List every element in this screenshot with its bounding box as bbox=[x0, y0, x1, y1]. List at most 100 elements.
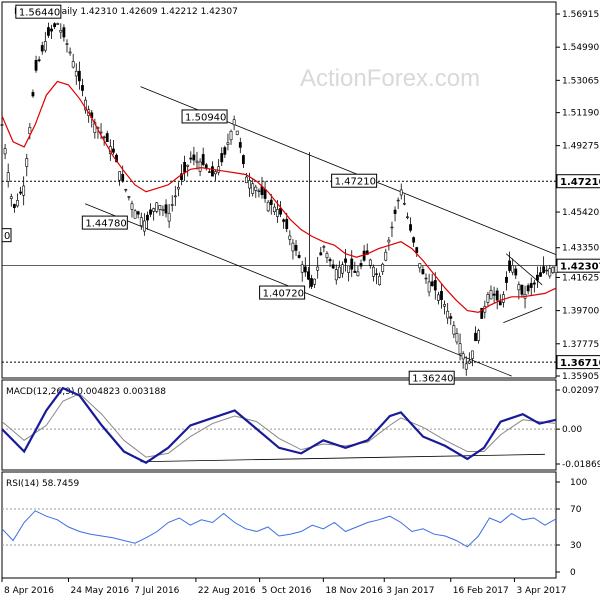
candle-body bbox=[393, 209, 397, 214]
candle-body bbox=[325, 253, 329, 258]
candle-body bbox=[146, 214, 149, 221]
candle-body bbox=[440, 290, 443, 300]
candle-body bbox=[294, 245, 298, 251]
candle-body bbox=[211, 166, 214, 177]
candle-body bbox=[285, 218, 289, 230]
candle-body bbox=[480, 307, 484, 319]
candle-body bbox=[421, 269, 425, 275]
rsi-tick-label: 100 bbox=[570, 478, 587, 488]
candle-body bbox=[371, 266, 375, 277]
candle-body bbox=[272, 206, 276, 212]
candle-body bbox=[12, 204, 16, 208]
candle-body bbox=[446, 310, 450, 319]
macd-signal-line bbox=[1, 393, 557, 458]
candle-body bbox=[158, 205, 162, 210]
price-tick-label: 1.51190 bbox=[562, 109, 599, 119]
macd-line bbox=[1, 386, 557, 464]
candle-body bbox=[396, 199, 400, 202]
candle-body bbox=[300, 264, 304, 273]
candle-body bbox=[214, 171, 217, 175]
candle-body bbox=[251, 183, 255, 194]
candle-body bbox=[124, 189, 128, 191]
candle-body bbox=[337, 266, 341, 278]
candle-body bbox=[235, 130, 239, 135]
candle-body bbox=[331, 264, 335, 269]
candle-body bbox=[198, 161, 202, 172]
annotation-text: 1.40720 bbox=[263, 289, 304, 300]
candle-body bbox=[501, 294, 505, 303]
candle-body bbox=[102, 136, 106, 138]
candle-body bbox=[136, 211, 140, 215]
candle-body bbox=[474, 332, 477, 342]
candle-body bbox=[266, 201, 270, 212]
x-tick-label: 16 Feb 2017 bbox=[453, 586, 509, 596]
candle-body bbox=[402, 203, 406, 205]
candle-body bbox=[495, 290, 499, 301]
candle-body bbox=[452, 325, 456, 335]
x-tick-label: 3 Apr 2017 bbox=[516, 586, 566, 596]
candle-body bbox=[6, 172, 10, 182]
candle-body bbox=[328, 259, 332, 262]
candle-body bbox=[269, 199, 273, 205]
candle-body bbox=[53, 23, 57, 28]
candle-body bbox=[384, 251, 388, 261]
x-tick-label: 5 Oct 2016 bbox=[262, 586, 312, 596]
macd-tick-label: 0.020975 bbox=[562, 386, 600, 396]
candle-body bbox=[353, 270, 357, 273]
candle-body bbox=[34, 59, 38, 71]
candle-body bbox=[50, 28, 53, 32]
candle-body bbox=[68, 51, 72, 54]
candle-body bbox=[532, 282, 536, 285]
candle-body bbox=[378, 275, 381, 286]
candle-body bbox=[467, 360, 471, 364]
candle-body bbox=[19, 191, 22, 194]
macd-tick-label: 0.00 bbox=[562, 425, 582, 435]
candle-body bbox=[62, 27, 66, 38]
candle-body bbox=[310, 278, 313, 287]
candle-body bbox=[551, 266, 555, 273]
candle-body bbox=[220, 153, 224, 163]
candle-body bbox=[539, 272, 542, 277]
candle-body bbox=[356, 271, 360, 277]
candle-body bbox=[359, 263, 363, 267]
candle-body bbox=[232, 119, 236, 126]
candle-body bbox=[492, 293, 496, 296]
candle-body bbox=[127, 196, 131, 198]
candle-body bbox=[180, 173, 183, 180]
price-tick-label: 1.49275 bbox=[562, 142, 599, 152]
candle-body bbox=[142, 220, 146, 232]
price-tick-label: 1.54990 bbox=[562, 43, 599, 53]
candle-body bbox=[3, 148, 7, 155]
candle-body bbox=[375, 273, 378, 275]
candle-body bbox=[81, 85, 84, 91]
candle-body bbox=[31, 92, 35, 97]
candle-body bbox=[322, 246, 326, 248]
macd-tick-label: -0.018693 bbox=[562, 460, 600, 470]
candle-body bbox=[133, 210, 137, 219]
candle-body bbox=[313, 278, 316, 285]
candle-body bbox=[344, 258, 347, 263]
candle-body bbox=[77, 70, 81, 82]
candle-body bbox=[458, 343, 462, 355]
panel-frame-3 bbox=[1, 471, 557, 579]
candle-body bbox=[149, 209, 152, 215]
candle-body bbox=[37, 59, 41, 62]
annotation-box bbox=[181, 109, 228, 124]
candle-body bbox=[130, 203, 134, 210]
candle-body bbox=[112, 148, 115, 153]
candle-body bbox=[207, 171, 211, 173]
candle-body bbox=[59, 29, 63, 33]
candle-body bbox=[192, 154, 196, 161]
candle-body bbox=[223, 147, 227, 155]
rsi-tick-label: 0 bbox=[570, 568, 576, 578]
annotation-text: 1.47210 bbox=[335, 177, 376, 188]
price-tick-label: 1.56915 bbox=[562, 10, 599, 20]
price-tick-label: 1.35905 bbox=[562, 372, 599, 382]
candle-body bbox=[164, 204, 168, 214]
candle-body bbox=[381, 263, 385, 272]
candle-body bbox=[486, 294, 490, 303]
candle-body bbox=[28, 126, 32, 135]
candle-body bbox=[529, 283, 533, 288]
candle-body bbox=[288, 235, 292, 240]
level-box-1.47210 bbox=[556, 174, 600, 189]
